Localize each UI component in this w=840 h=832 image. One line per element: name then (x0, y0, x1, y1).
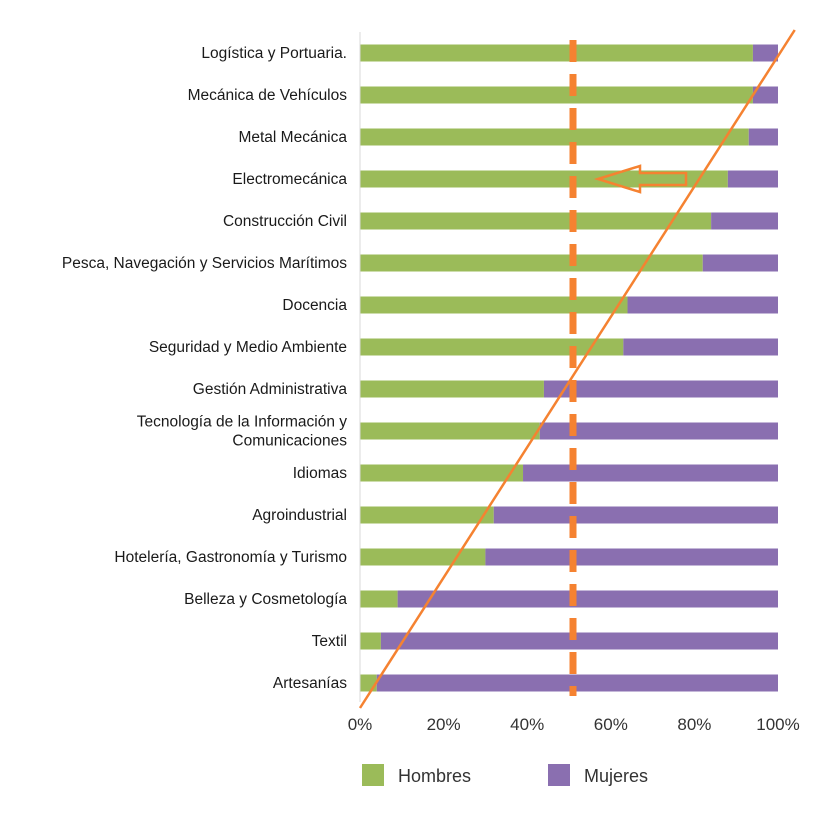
category-label: Hotelería, Gastronomía y Turismo (114, 549, 347, 566)
category-label-line: Construcción Civil (223, 213, 347, 230)
category-label: Textil (312, 633, 347, 650)
legend-label-mujeres: Mujeres (584, 766, 648, 786)
category-label-line: Tecnología de la Información y (137, 414, 347, 431)
category-label: Docencia (282, 297, 347, 314)
bar-hombres (360, 296, 628, 314)
legend-swatch-mujeres (548, 764, 570, 786)
category-label-line: Agroindustrial (252, 507, 347, 524)
x-tick-label: 80% (677, 715, 711, 734)
category-label-line: Logística y Portuaria. (201, 45, 347, 62)
bar-hombres (360, 590, 398, 608)
bar-mujeres (748, 128, 778, 146)
bar-hombres (360, 422, 540, 440)
category-label-line: Idiomas (293, 465, 348, 482)
bar-hombres (360, 338, 624, 356)
category-label-line: Metal Mecánica (238, 129, 347, 146)
x-tick-label: 0% (348, 715, 373, 734)
category-label: Mecánica de Vehículos (188, 87, 348, 104)
bar-mujeres (752, 44, 778, 62)
legend-label-hombres: Hombres (398, 766, 471, 786)
category-label-line: Textil (312, 633, 347, 650)
legend: Hombres Mujeres (362, 764, 648, 786)
bar-mujeres (376, 674, 778, 692)
category-label-line: Artesanías (273, 675, 347, 692)
bar-mujeres (523, 464, 778, 482)
bar-hombres (360, 44, 753, 62)
bar-mujeres (380, 632, 778, 650)
bar-mujeres (397, 590, 778, 608)
bar-mujeres (727, 170, 778, 188)
category-label: Agroindustrial (252, 507, 347, 524)
bar-hombres (360, 548, 486, 566)
category-label: Tecnología de la Información y Comunicaci… (137, 414, 347, 450)
bar-hombres (360, 464, 524, 482)
x-tick-label: 20% (427, 715, 461, 734)
bar-mujeres (493, 506, 778, 524)
bar-mujeres (539, 422, 778, 440)
x-axis-ticks: 0% 20% 40% 60% 80% 100% (348, 715, 800, 734)
category-label-line: Docencia (282, 297, 347, 314)
category-label: Idiomas (293, 465, 348, 482)
bar-hombres (360, 506, 494, 524)
category-label: Gestión Administrativa (193, 381, 348, 398)
category-label-line: Electromecánica (232, 171, 347, 188)
annotations (358, 29, 796, 709)
category-label: Seguridad y Medio Ambiente (149, 339, 347, 356)
bar-mujeres (623, 338, 778, 356)
category-labels: Logística y Portuaria. Mecánica de Vehícu… (62, 45, 348, 692)
bar-hombres (360, 632, 381, 650)
category-label: Metal Mecánica (238, 129, 347, 146)
x-tick-label: 60% (594, 715, 628, 734)
category-label: Belleza y Cosmetología (184, 591, 347, 608)
category-label-line: Hotelería, Gastronomía y Turismo (114, 549, 347, 566)
bar-hombres (360, 380, 544, 398)
bar-hombres (360, 170, 728, 188)
category-label: Pesca, Navegación y Servicios Marítimos (62, 255, 347, 272)
category-label-line: Belleza y Cosmetología (184, 591, 347, 608)
category-label: Electromecánica (232, 171, 347, 188)
category-label-line: Mecánica de Vehículos (188, 87, 348, 104)
bar-mujeres (711, 212, 778, 230)
category-label-line: Comunicaciones (232, 433, 347, 450)
bar-mujeres (485, 548, 778, 566)
category-label-line: Pesca, Navegación y Servicios Marítimos (62, 255, 347, 272)
bar-hombres (360, 86, 753, 104)
bar-mujeres (702, 254, 778, 272)
bar-hombres (360, 674, 377, 692)
legend-swatch-hombres (362, 764, 384, 786)
x-tick-label: 100% (756, 715, 799, 734)
bar-mujeres (752, 86, 778, 104)
category-label: Construcción Civil (223, 213, 347, 230)
x-tick-label: 40% (510, 715, 544, 734)
bar-hombres (360, 212, 712, 230)
bar-mujeres (627, 296, 778, 314)
diagonal-line (358, 29, 796, 709)
arrow-annotation (593, 164, 688, 194)
category-label: Logística y Portuaria. (201, 45, 347, 62)
bar-hombres (360, 254, 703, 272)
category-label: Artesanías (273, 675, 347, 692)
category-label-line: Gestión Administrativa (193, 381, 348, 398)
bar-hombres (360, 128, 749, 146)
category-label-line: Seguridad y Medio Ambiente (149, 339, 347, 356)
bars-group (360, 44, 778, 692)
bar-mujeres (543, 380, 778, 398)
